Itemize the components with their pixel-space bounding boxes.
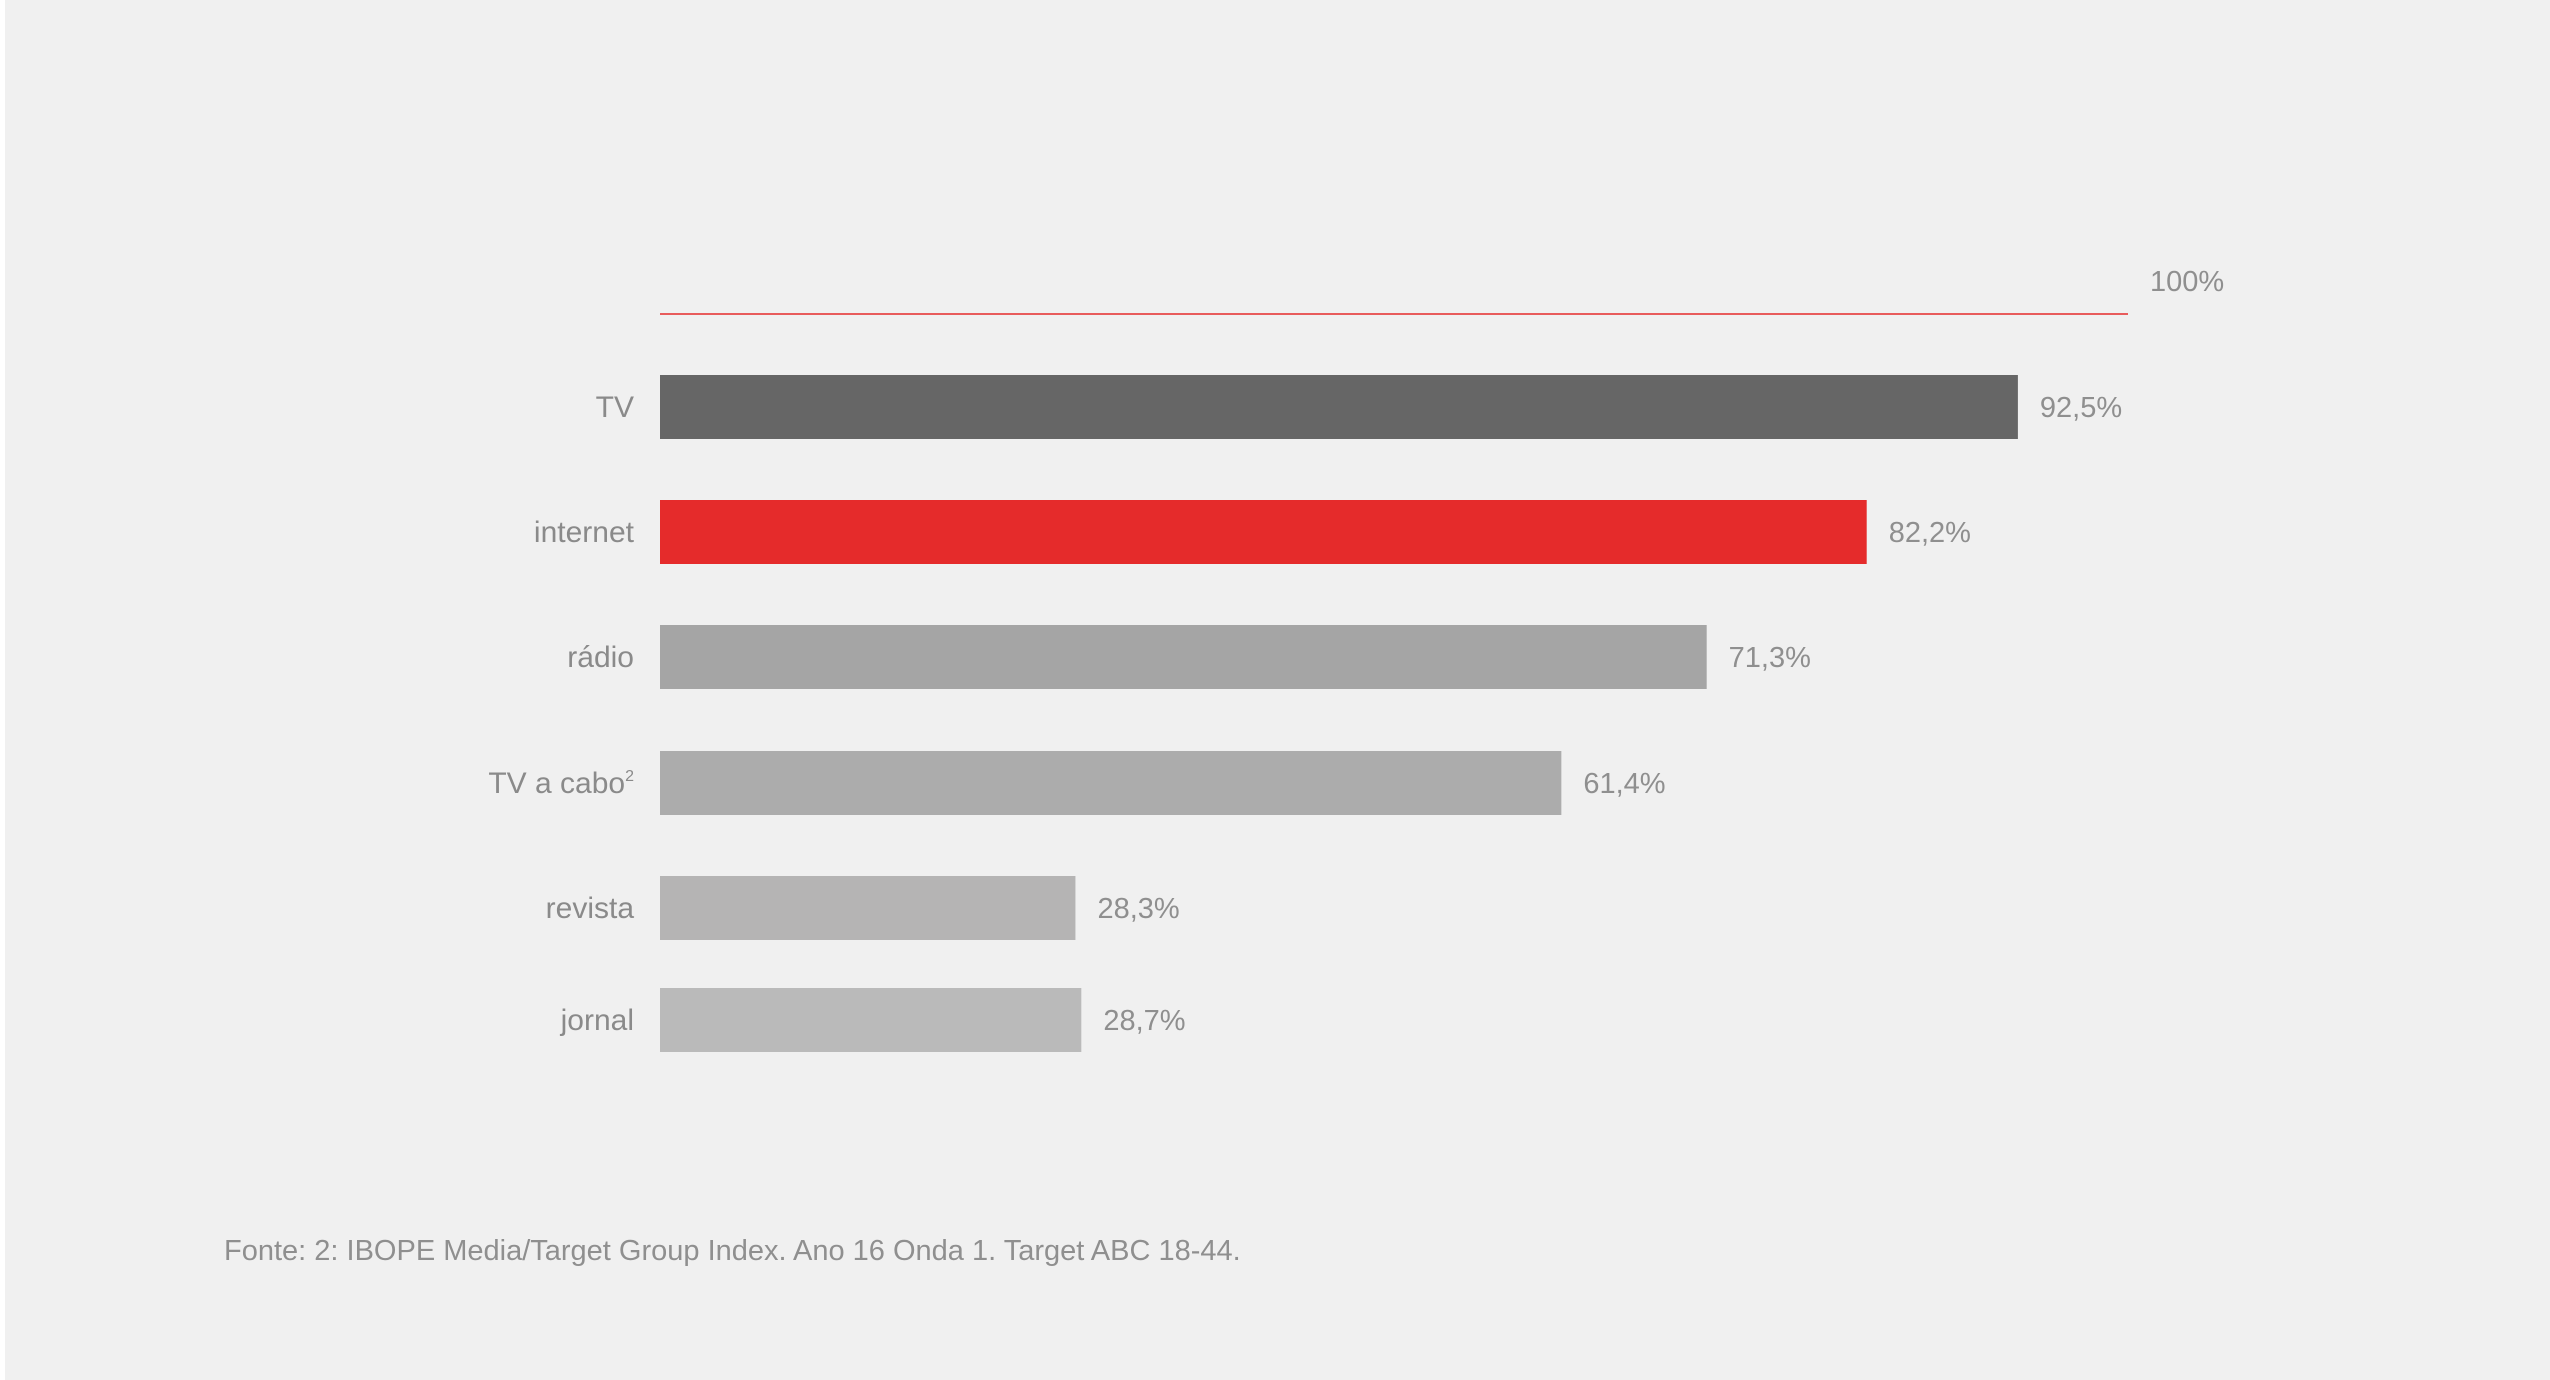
bar-tv-a-cabo bbox=[660, 751, 1562, 815]
source-note: Fonte: 2: IBOPE Media/Target Group Index… bbox=[224, 1235, 1241, 1267]
category-label: TV a cabo2 bbox=[488, 767, 634, 800]
value-label: 82,2% bbox=[1889, 517, 1971, 549]
category-label: jornal bbox=[560, 1004, 634, 1037]
bar-revista bbox=[660, 876, 1076, 940]
bar-jornal bbox=[660, 988, 1082, 1052]
bar-tv bbox=[660, 375, 2018, 439]
category-label: rádio bbox=[567, 641, 634, 674]
value-label: 61,4% bbox=[1583, 768, 1665, 800]
chart-canvas bbox=[5, 0, 2550, 1380]
value-label: 28,7% bbox=[1103, 1005, 1185, 1037]
reference-line-label: 100% bbox=[2150, 266, 2224, 298]
bar-internet bbox=[660, 500, 1867, 564]
value-label: 28,3% bbox=[1097, 893, 1179, 925]
category-label: TV bbox=[596, 391, 634, 424]
value-label: 71,3% bbox=[1729, 642, 1811, 674]
category-label: revista bbox=[546, 892, 635, 925]
category-label: internet bbox=[534, 516, 635, 549]
bar-rádio bbox=[660, 625, 1707, 689]
value-label: 92,5% bbox=[2040, 392, 2122, 424]
